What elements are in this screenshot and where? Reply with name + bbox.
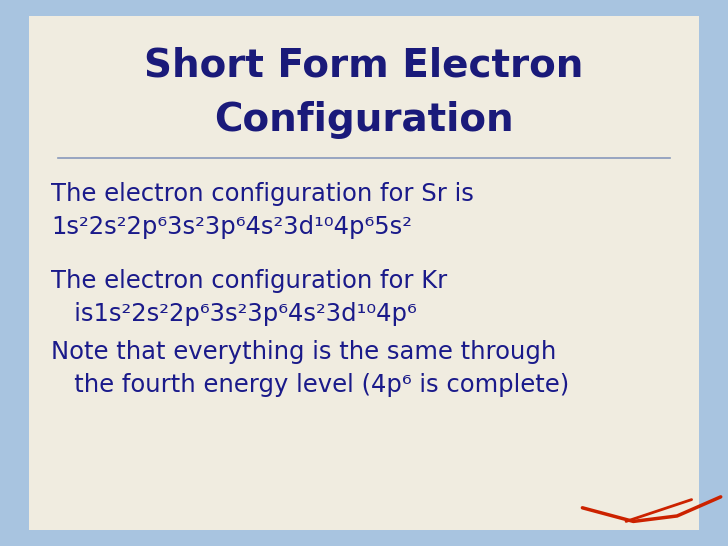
Text: 1s²2s²2p⁶3s²3p⁶4s²3d¹⁰4p⁶5s²: 1s²2s²2p⁶3s²3p⁶4s²3d¹⁰4p⁶5s²	[51, 215, 412, 239]
Text: the fourth energy level (4p⁶ is complete): the fourth energy level (4p⁶ is complete…	[51, 373, 569, 397]
Text: The electron configuration for Sr is: The electron configuration for Sr is	[51, 182, 474, 206]
Text: Note that everything is the same through: Note that everything is the same through	[51, 340, 556, 364]
Text: is1s²2s²2p⁶3s²3p⁶4s²3d¹⁰4p⁶: is1s²2s²2p⁶3s²3p⁶4s²3d¹⁰4p⁶	[51, 302, 416, 326]
Text: Short Form Electron: Short Form Electron	[144, 46, 584, 85]
Text: The electron configuration for Kr: The electron configuration for Kr	[51, 269, 447, 293]
Text: Configuration: Configuration	[214, 101, 514, 139]
